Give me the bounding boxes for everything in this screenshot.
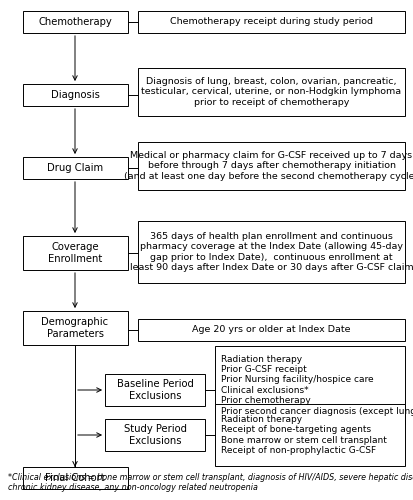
Bar (22, 84, 127, 106)
Bar (214, 346, 404, 424)
Bar (22, 236, 127, 270)
Bar (138, 68, 404, 116)
Bar (105, 419, 204, 451)
Text: Age 20 yrs or older at Index Date: Age 20 yrs or older at Index Date (192, 326, 350, 334)
Bar (105, 374, 204, 406)
Text: Radiation therapy
Receipt of bone-targeting agents
Bone marrow or stem cell tran: Radiation therapy Receipt of bone-target… (221, 415, 386, 455)
Text: Radiation therapy
Prior G-CSF receipt
Prior Nursing facility/hospice care
Clinic: Radiation therapy Prior G-CSF receipt Pr… (221, 354, 413, 416)
Bar (138, 142, 404, 190)
Text: Chemotherapy: Chemotherapy (38, 17, 112, 27)
Bar (22, 311, 127, 345)
Text: Final Cohort: Final Cohort (45, 473, 104, 483)
Bar (22, 11, 127, 33)
Text: Diagnosis: Diagnosis (50, 90, 99, 100)
Bar (22, 157, 127, 179)
Text: Demographic
Parameters: Demographic Parameters (41, 317, 108, 339)
Text: Baseline Period
Exclusions: Baseline Period Exclusions (116, 379, 193, 401)
Bar (22, 467, 127, 489)
Text: Medical or pharmacy claim for G-CSF received up to 7 days
before through 7 days : Medical or pharmacy claim for G-CSF rece… (124, 151, 413, 181)
Text: 365 days of health plan enrollment and continuous
pharmacy coverage at the Index: 365 days of health plan enrollment and c… (129, 232, 412, 272)
Bar (138, 11, 404, 33)
Bar (138, 319, 404, 341)
Text: Study Period
Exclusions: Study Period Exclusions (123, 424, 186, 446)
Text: Drug Claim: Drug Claim (47, 163, 103, 173)
Text: Diagnosis of lung, breast, colon, ovarian, pancreatic,
testicular, cervical, ute: Diagnosis of lung, breast, colon, ovaria… (141, 77, 401, 107)
Text: Coverage
Enrollment: Coverage Enrollment (48, 242, 102, 264)
Bar (214, 404, 404, 466)
Bar (138, 221, 404, 283)
Text: Chemotherapy receipt during study period: Chemotherapy receipt during study period (170, 18, 372, 26)
Text: *Clinical exclusions = bone marrow or stem cell transplant, diagnosis of HIV/AID: *Clinical exclusions = bone marrow or st… (8, 472, 413, 492)
